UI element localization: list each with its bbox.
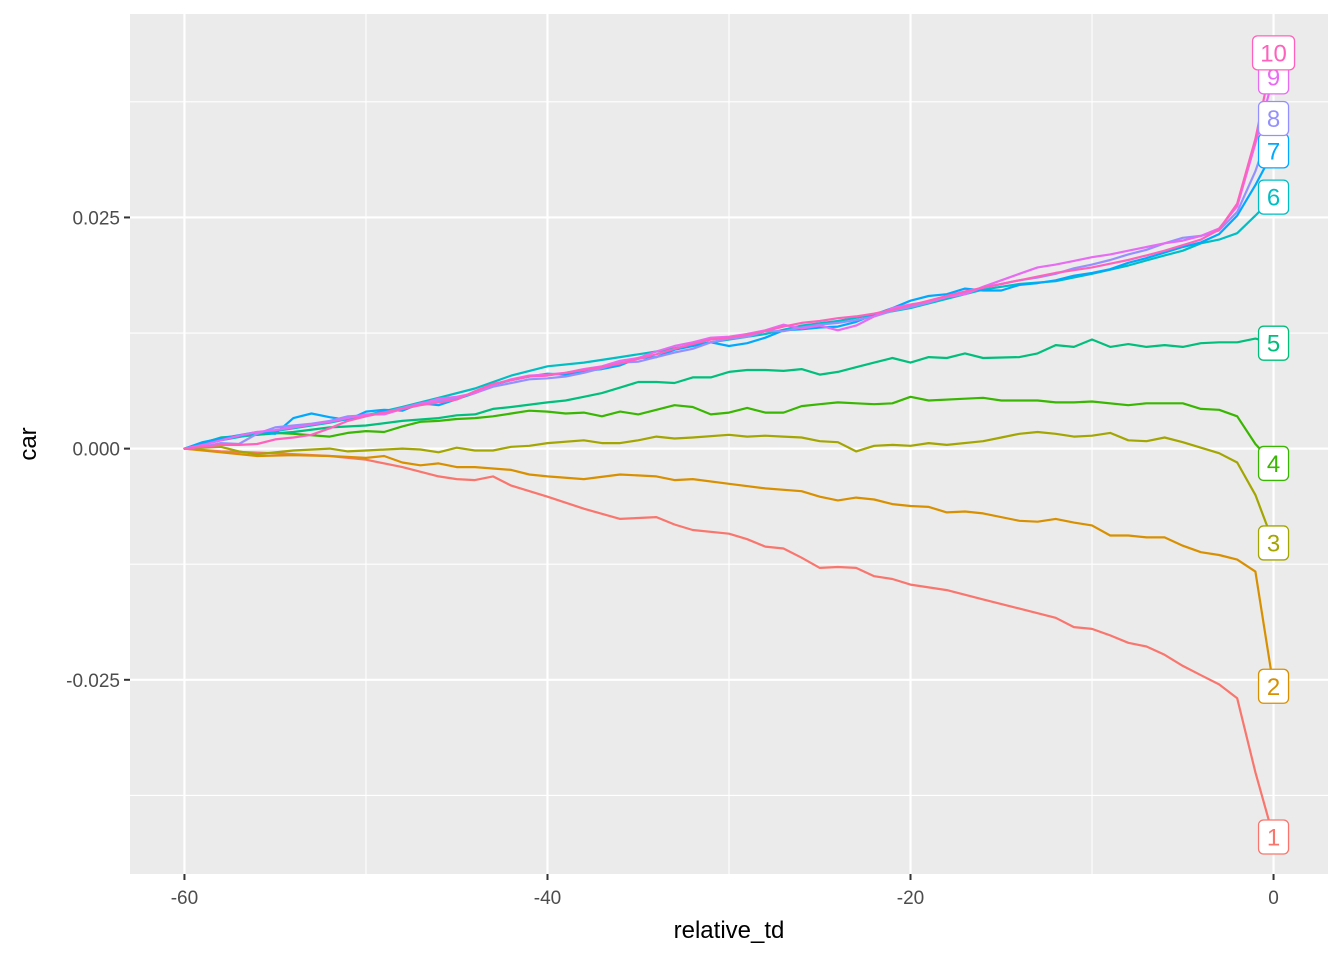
end-label-text: 4: [1267, 451, 1280, 478]
end-label-text: 3: [1267, 530, 1280, 557]
series-end-label-3: 3: [1257, 525, 1290, 561]
series-line-5: [183, 337, 1275, 450]
y-tick-label: 0.000: [72, 440, 120, 461]
end-label-box: [1257, 100, 1290, 137]
end-label-box: [1257, 668, 1290, 704]
minor-gridlines: [130, 14, 1328, 874]
series-end-labels: 1 2 3 4 5 6 7 8 910: [1251, 35, 1296, 855]
series-end-label-2: 2: [1257, 668, 1290, 704]
series-line-7: [183, 149, 1275, 450]
end-label-text: 1: [1267, 825, 1280, 852]
series-line-3: [183, 430, 1275, 544]
x-axis: -60 -40 -20 0: [171, 874, 1279, 909]
series-end-label-6: 6: [1257, 179, 1290, 215]
end-label-text: 6: [1267, 185, 1280, 212]
series-line-2: [183, 447, 1275, 688]
x-tick-label: -60: [171, 888, 198, 909]
series-end-label-4: 4: [1257, 445, 1290, 482]
y-tick-label: 0.025: [72, 208, 120, 229]
end-label-box: [1257, 525, 1290, 561]
y-axis: -0.025 0.000 0.025: [66, 208, 130, 692]
series-end-label-1: 1: [1257, 819, 1290, 855]
x-tick-label: -20: [897, 888, 924, 909]
series-line-4: [183, 395, 1275, 465]
end-label-box: [1257, 819, 1290, 855]
x-tick-label: -40: [534, 888, 561, 909]
series-lines: [183, 51, 1275, 839]
end-label-box: [1257, 445, 1290, 482]
end-label-box: [1257, 325, 1290, 361]
series-line-1: [183, 447, 1275, 839]
end-label-text: 2: [1267, 674, 1280, 701]
x-axis-title: relative_td: [674, 917, 785, 944]
series-end-label-5: 5: [1257, 325, 1290, 361]
series-line-10: [183, 51, 1275, 450]
y-axis-title: car: [15, 427, 42, 460]
end-label-text: 7: [1267, 138, 1280, 165]
series-end-label-8: 8: [1257, 100, 1290, 137]
y-tick-label: -0.025: [66, 671, 120, 692]
series-end-label-7: 7: [1257, 133, 1290, 169]
end-label-text: 10: [1260, 40, 1287, 67]
x-tick-label: 0: [1268, 888, 1279, 909]
end-label-text: 8: [1267, 106, 1280, 133]
series-end-label-10: 10: [1251, 35, 1296, 71]
end-label-box: [1257, 179, 1290, 215]
end-label-box: [1251, 35, 1296, 71]
end-label-text: 5: [1267, 331, 1280, 358]
end-label-text: 9: [1267, 64, 1280, 91]
